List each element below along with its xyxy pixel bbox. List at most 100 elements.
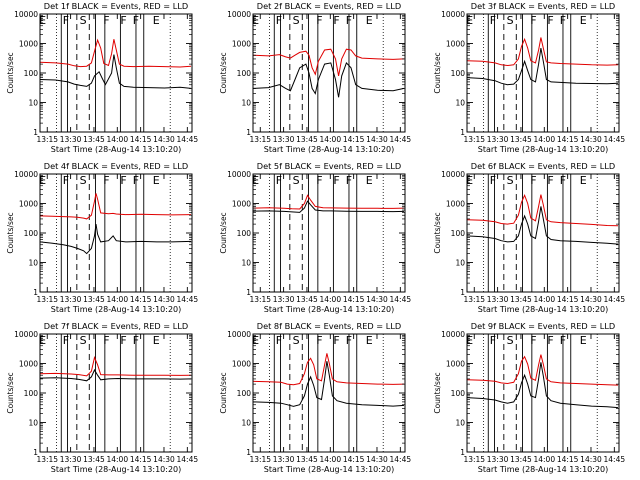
region-label: F: [133, 14, 139, 27]
region-label: F: [346, 174, 352, 187]
x-tick-label: 14:30: [580, 135, 602, 144]
region-label: F: [333, 14, 339, 27]
region-label: S: [507, 334, 514, 347]
x-tick-label: 13:30: [273, 455, 295, 464]
events-series-line: [466, 206, 619, 245]
region-label: F: [103, 14, 109, 27]
x-tick-label: 14:15: [557, 455, 579, 464]
y-tick-label: 1: [246, 288, 251, 297]
x-tick-label: 14:15: [557, 295, 579, 304]
x-tick-label: 13:30: [487, 135, 509, 144]
x-tick-label: 13:15: [463, 455, 485, 464]
region-label: S: [80, 14, 87, 27]
region-label: F: [133, 334, 139, 347]
x-tick-label: 13:30: [487, 455, 509, 464]
chart-title: Det 8f BLACK = Events, RED = LLD: [257, 321, 401, 331]
plot-frame: [252, 173, 406, 293]
region-label: F: [63, 14, 69, 27]
x-axis-label: Start Time (28-Aug-14 13:10:20): [51, 145, 182, 154]
region-label: F: [490, 14, 496, 27]
region-label: F: [103, 334, 109, 347]
region-label: E: [153, 14, 160, 27]
x-tick-label: 13:15: [36, 295, 58, 304]
chart-title: Det 3f BLACK = Events, RED = LLD: [471, 1, 615, 11]
region-label: E: [580, 174, 587, 187]
x-tick-label: 14:00: [319, 455, 341, 464]
y-tick-label: 100: [24, 69, 39, 78]
x-tick-label: 13:45: [296, 135, 318, 144]
region-label: E: [366, 174, 373, 187]
region-label: F: [63, 334, 69, 347]
y-tick-label: 1000: [446, 200, 465, 209]
y-axis-label: Counts/sec: [433, 372, 442, 413]
region-label: F: [333, 334, 339, 347]
y-axis-label: Counts/sec: [433, 212, 442, 253]
chart-title: Det 6f BLACK = Events, RED = LLD: [471, 161, 615, 171]
x-tick-label: 13:15: [36, 135, 58, 144]
y-axis-label: Counts/sec: [6, 212, 15, 253]
x-tick-label: 13:45: [83, 295, 105, 304]
x-tick-label: 13:15: [249, 295, 271, 304]
x-axis-label: Start Time (28-Aug-14 13:10:20): [478, 145, 609, 154]
region-label: F: [560, 334, 566, 347]
y-tick-label: 10: [28, 419, 38, 428]
y-axis-label: Counts/sec: [433, 52, 442, 93]
y-tick-label: 1: [33, 128, 38, 137]
plot-frame: [466, 173, 620, 293]
y-tick-label: 10000: [441, 170, 465, 179]
x-tick-label: 13:45: [296, 455, 318, 464]
events-series-line: [466, 48, 619, 86]
region-label: F: [120, 14, 126, 27]
y-tick-label: 10: [241, 99, 251, 108]
lld-series-line: [466, 193, 619, 227]
chart-title: Det 5f BLACK = Events, RED = LLD: [257, 161, 401, 171]
x-tick-label: 14:30: [366, 295, 388, 304]
x-axis-label: Start Time (28-Aug-14 13:10:20): [264, 465, 395, 474]
x-tick-label: 14:15: [557, 135, 579, 144]
y-tick-label: 10000: [14, 10, 38, 19]
events-series-line: [39, 224, 192, 255]
lld-series-line: [39, 38, 192, 68]
region-label: F: [333, 174, 339, 187]
region-label: S: [507, 14, 514, 27]
x-tick-label: 14:30: [366, 455, 388, 464]
region-label: E: [153, 174, 160, 187]
x-tick-label: 14:15: [343, 135, 365, 144]
y-tick-label: 100: [237, 69, 252, 78]
y-tick-label: 1000: [19, 200, 38, 209]
y-tick-label: 1000: [19, 40, 38, 49]
x-tick-label: 14:15: [130, 295, 152, 304]
y-tick-label: 1: [33, 448, 38, 457]
region-label: S: [293, 174, 300, 187]
events-series-line: [39, 368, 192, 382]
x-tick-label: 13:15: [36, 455, 58, 464]
x-axis-label: Start Time (28-Aug-14 13:10:20): [478, 305, 609, 314]
region-label: F: [276, 174, 282, 187]
events-series-line: [252, 200, 405, 213]
y-tick-label: 100: [451, 389, 466, 398]
y-tick-label: 10000: [441, 330, 465, 339]
region-label: F: [560, 14, 566, 27]
y-tick-label: 1000: [446, 40, 465, 49]
x-tick-label: 14:15: [343, 455, 365, 464]
region-label: F: [316, 334, 322, 347]
x-tick-label: 14:00: [319, 135, 341, 144]
y-tick-label: 1: [460, 288, 465, 297]
y-axis-label: Counts/sec: [219, 372, 228, 413]
x-axis-label: Start Time (28-Aug-14 13:10:20): [51, 465, 182, 474]
x-tick-label: 13:45: [510, 135, 532, 144]
y-tick-label: 100: [24, 229, 39, 238]
x-tick-label: 14:00: [533, 455, 555, 464]
region-label: F: [547, 334, 553, 347]
lld-series-line: [252, 194, 405, 210]
region-label: F: [276, 334, 282, 347]
x-tick-label: 14:15: [130, 455, 152, 464]
events-series-line: [252, 361, 405, 407]
y-tick-label: 1000: [232, 200, 251, 209]
chart-title: Det 7f BLACK = Events, RED = LLD: [44, 321, 188, 331]
region-label: F: [120, 174, 126, 187]
